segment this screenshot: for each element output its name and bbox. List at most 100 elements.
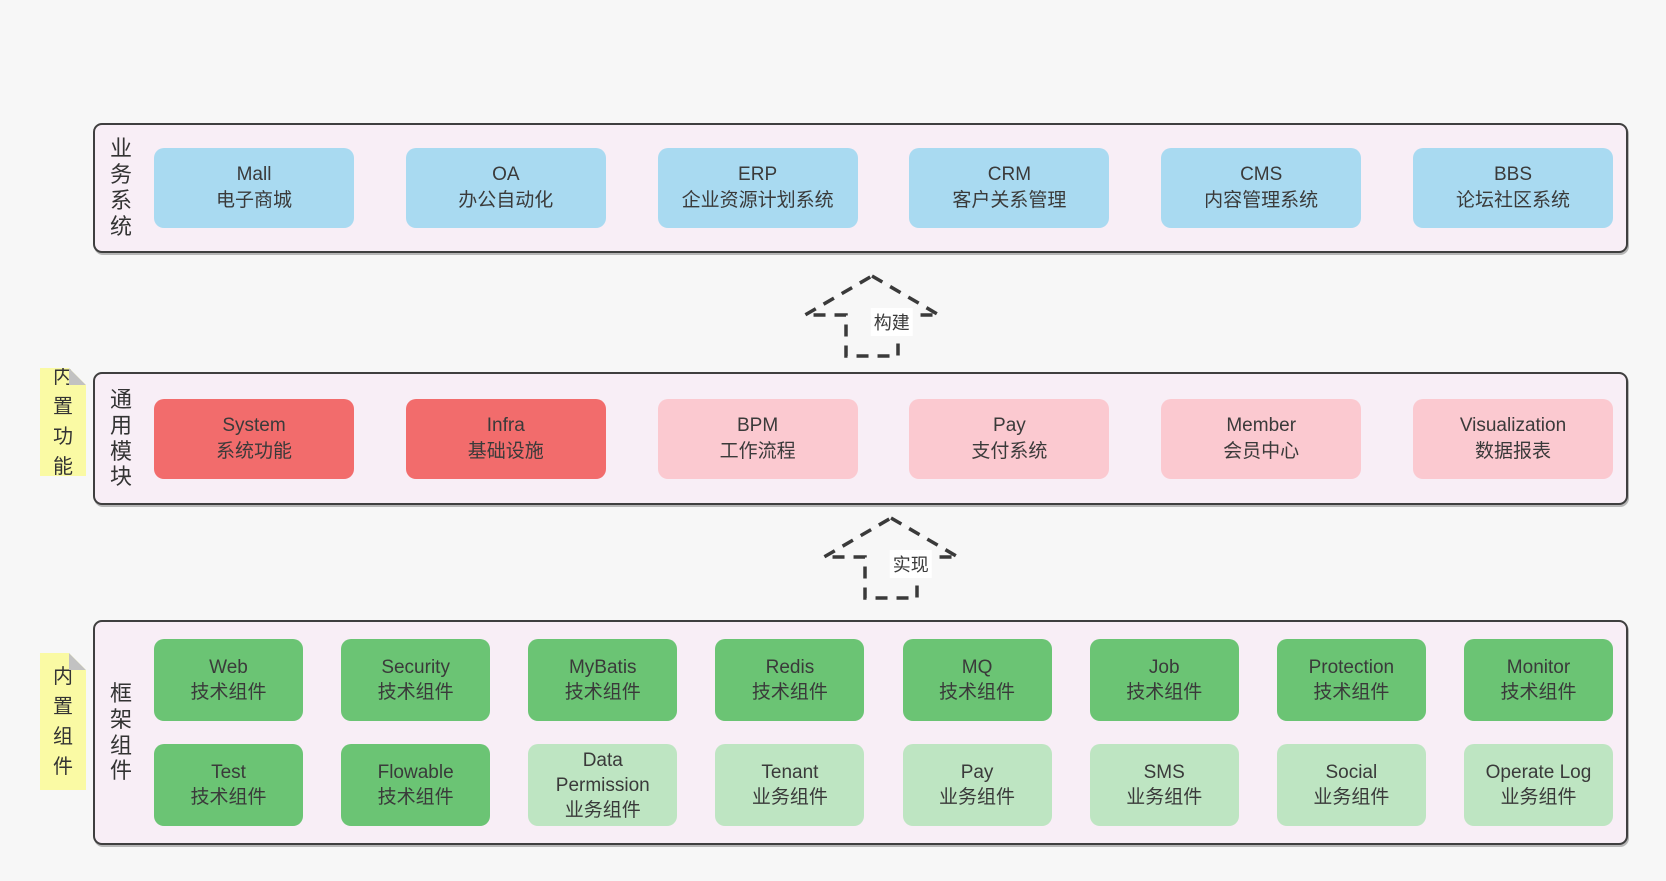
box-web: Web 技术组件: [154, 639, 303, 721]
box-title: Web: [209, 657, 248, 678]
layer-business-systems: 业务系统 Mall 电子商城 OA 办公自动化 ERP 企业资源计划系统 CRM 客户关系管理…: [93, 123, 1628, 253]
box-job: Job 技术组件: [1089, 639, 1239, 721]
box-title: MyBatis: [568, 657, 637, 678]
box-data-permission: Data Permission 业务组件: [528, 744, 678, 826]
box-title: Data Permission: [555, 749, 650, 796]
box-title: BPM: [737, 414, 779, 436]
box-subtitle: 基础设施: [467, 440, 544, 462]
box-subtitle: 技术组件: [564, 682, 641, 703]
box-pay: Pay 支付系统: [909, 398, 1110, 479]
box-monitor: Monitor 技术组件: [1463, 639, 1613, 721]
layer-boxes: Web 技术组件 Security 技术组件 MyBatis 技术组件 Redis 技术组件 M…: [154, 622, 1613, 843]
layer-boxes: System 系统功能 Infra 基础设施 BPM 工作流程 Pay 支付系统 Member 会…: [154, 374, 1613, 503]
box-title: Mall: [236, 164, 272, 185]
box-title: Pay: [960, 762, 994, 783]
arrow-label: 构建: [870, 308, 913, 336]
box-flowable: Flowable 技术组件: [341, 744, 491, 826]
box-infra: Infra 基础设施: [405, 398, 606, 479]
box-title: CRM: [987, 164, 1032, 185]
layer-label-text: 框架组件: [109, 680, 132, 784]
box-subtitle: 技术组件: [751, 682, 828, 703]
box-subtitle: 工作流程: [719, 440, 796, 462]
box-title: Flowable: [377, 762, 454, 783]
arrow-up-icon: [802, 273, 942, 358]
box-crm: CRM 客户关系管理: [909, 148, 1110, 228]
box-title: Visualization: [1459, 414, 1567, 436]
box-subtitle: 内容管理系统: [1204, 190, 1319, 211]
box-subtitle: 技术组件: [377, 787, 454, 808]
box-subtitle: 会员中心: [1223, 440, 1300, 462]
box-operate-log: Operate Log 业务组件: [1463, 744, 1613, 826]
box-erp: ERP 企业资源计划系统: [657, 148, 858, 228]
box-title: Monitor: [1506, 657, 1571, 678]
box-visualization: Visualization 数据报表: [1412, 398, 1613, 479]
sticky-note-text: 内置功能: [53, 366, 73, 478]
folded-corner-icon: [69, 368, 86, 385]
layer-common-modules: 通用模块 System 系统功能 Infra 基础设施 BPM 工作流程 Pay 支付系统 Me…: [93, 372, 1628, 505]
box-title: System: [222, 414, 286, 436]
box-title: Job: [1148, 657, 1180, 678]
box-subtitle: 业务组件: [939, 787, 1016, 808]
arrow-up-icon: [821, 515, 961, 600]
box-mall: Mall 电子商城: [154, 148, 354, 228]
box-title: BBS: [1493, 164, 1532, 185]
box-subtitle: 技术组件: [1500, 682, 1577, 703]
sticky-note-built-in-components: 内置组件: [40, 653, 86, 790]
layer-boxes: Mall 电子商城 OA 办公自动化 ERP 企业资源计划系统 CRM 客户关系管理 CMS 内容…: [154, 125, 1613, 251]
box-subtitle: 业务组件: [564, 799, 641, 821]
box-subtitle: 数据报表: [1474, 440, 1551, 462]
box-title: SMS: [1143, 762, 1185, 783]
box-row: System 系统功能 Infra 基础设施 BPM 工作流程 Pay 支付系统 Member 会…: [154, 398, 1613, 479]
layer-label: 通用模块: [104, 374, 138, 503]
box-row: Test 技术组件 Flowable 技术组件 Data Permission 业务组件 T…: [154, 744, 1613, 826]
box-title: Social: [1325, 762, 1378, 783]
box-title: ERP: [738, 164, 778, 185]
box-title: Test: [211, 762, 246, 783]
box-system: System 系统功能: [154, 398, 354, 479]
box-subtitle: 业务组件: [1126, 787, 1203, 808]
box-mq: MQ 技术组件: [902, 639, 1052, 721]
box-subtitle: 技术组件: [939, 682, 1016, 703]
arrow-implement: 实现: [821, 514, 961, 602]
box-bpm: BPM 工作流程: [657, 398, 858, 479]
box-title: Operate Log: [1485, 762, 1592, 783]
box-title: MQ: [961, 657, 993, 678]
box-security: Security 技术组件: [341, 639, 491, 721]
layer-label: 框架组件: [104, 622, 138, 843]
box-redis: Redis 技术组件: [715, 639, 865, 721]
box-subtitle: 支付系统: [971, 440, 1048, 462]
box-protection: Protection 技术组件: [1276, 639, 1426, 721]
folded-corner-icon: [69, 653, 86, 670]
box-title: Security: [381, 657, 450, 678]
box-subtitle: 业务组件: [1500, 787, 1577, 808]
box-subtitle: 企业资源计划系统: [681, 190, 834, 211]
layer-label: 业务系统: [104, 125, 138, 251]
box-subtitle: 电子商城: [215, 190, 292, 211]
box-bbs: BBS 论坛社区系统: [1412, 148, 1613, 228]
layer-framework-components: 框架组件 Web 技术组件 Security 技术组件 MyBatis 技术组件 Redis…: [93, 620, 1628, 845]
box-subtitle: 系统功能: [215, 440, 292, 462]
box-member: Member 会员中心: [1161, 398, 1362, 479]
box-subtitle: 技术组件: [190, 787, 267, 808]
box-subtitle: 业务组件: [751, 787, 828, 808]
box-title: CMS: [1240, 164, 1283, 185]
box-title: Member: [1226, 414, 1297, 436]
box-subtitle: 技术组件: [1313, 682, 1390, 703]
layer-label-text: 通用模块: [109, 386, 132, 490]
box-subtitle: 客户关系管理: [952, 190, 1067, 211]
sticky-note-built-in-features: 内置功能: [40, 368, 86, 476]
sticky-note-text: 内置组件: [53, 665, 73, 778]
box-title: Infra: [486, 414, 525, 436]
arrow-build: 构建: [802, 272, 942, 360]
box-subtitle: 论坛社区系统: [1455, 190, 1570, 211]
box-subtitle: 技术组件: [190, 682, 267, 703]
box-title: Redis: [765, 657, 815, 678]
layer-label-text: 业务系统: [109, 136, 132, 239]
box-subtitle: 技术组件: [1126, 682, 1203, 703]
box-pay: Pay 业务组件: [902, 744, 1052, 826]
box-row: Mall 电子商城 OA 办公自动化 ERP 企业资源计划系统 CRM 客户关系管理 CMS 内容…: [154, 148, 1613, 228]
box-subtitle: 办公自动化: [458, 190, 554, 211]
box-title: Protection: [1308, 657, 1395, 678]
box-tenant: Tenant 业务组件: [715, 744, 865, 826]
box-test: Test 技术组件: [154, 744, 303, 826]
